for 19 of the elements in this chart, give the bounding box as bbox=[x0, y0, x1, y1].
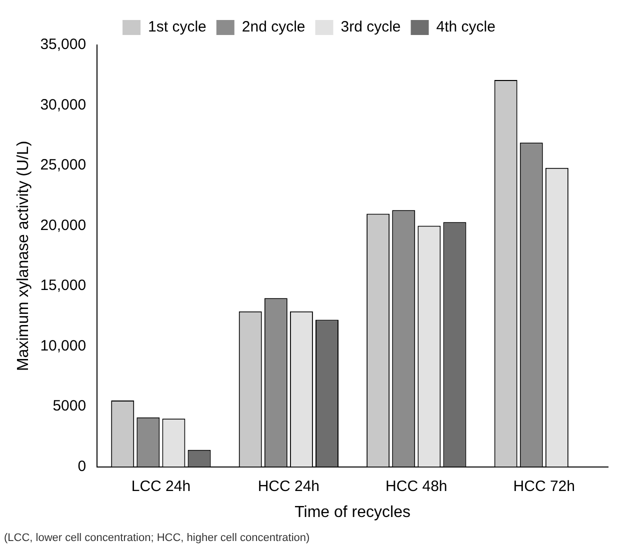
y-tick-label: 30,000 bbox=[40, 96, 86, 114]
y-tick-label: 15,000 bbox=[40, 277, 86, 294]
legend-label: 3rd cycle bbox=[340, 18, 401, 36]
y-tick-label: 20,000 bbox=[40, 216, 86, 234]
x-tick-label: LCC 24h bbox=[131, 478, 191, 495]
x-tick-label: HCC 48h bbox=[386, 478, 448, 495]
legend-label: 2nd cycle bbox=[242, 18, 306, 36]
y-tick-label: 35,000 bbox=[40, 36, 86, 54]
x-tick-label: HCC 72h bbox=[513, 478, 575, 495]
x-tick-label: HCC 24h bbox=[258, 478, 320, 495]
legend-label: 4th cycle bbox=[436, 18, 496, 36]
y-axis-title: Maximum xylanase activity (U/L) bbox=[15, 140, 32, 372]
y-tick-label: 5000 bbox=[52, 398, 86, 415]
y-tick-label: 0 bbox=[78, 458, 86, 475]
y-tick-label: 25,000 bbox=[40, 156, 86, 174]
legend-label: 1st cycle bbox=[148, 18, 206, 36]
text: (LCC, lower cell concentration; HCC, higher cell concentration) bbox=[3, 531, 311, 546]
y-tick-label: 10,000 bbox=[40, 337, 86, 354]
x-axis-title: Time of recycles bbox=[294, 504, 410, 521]
